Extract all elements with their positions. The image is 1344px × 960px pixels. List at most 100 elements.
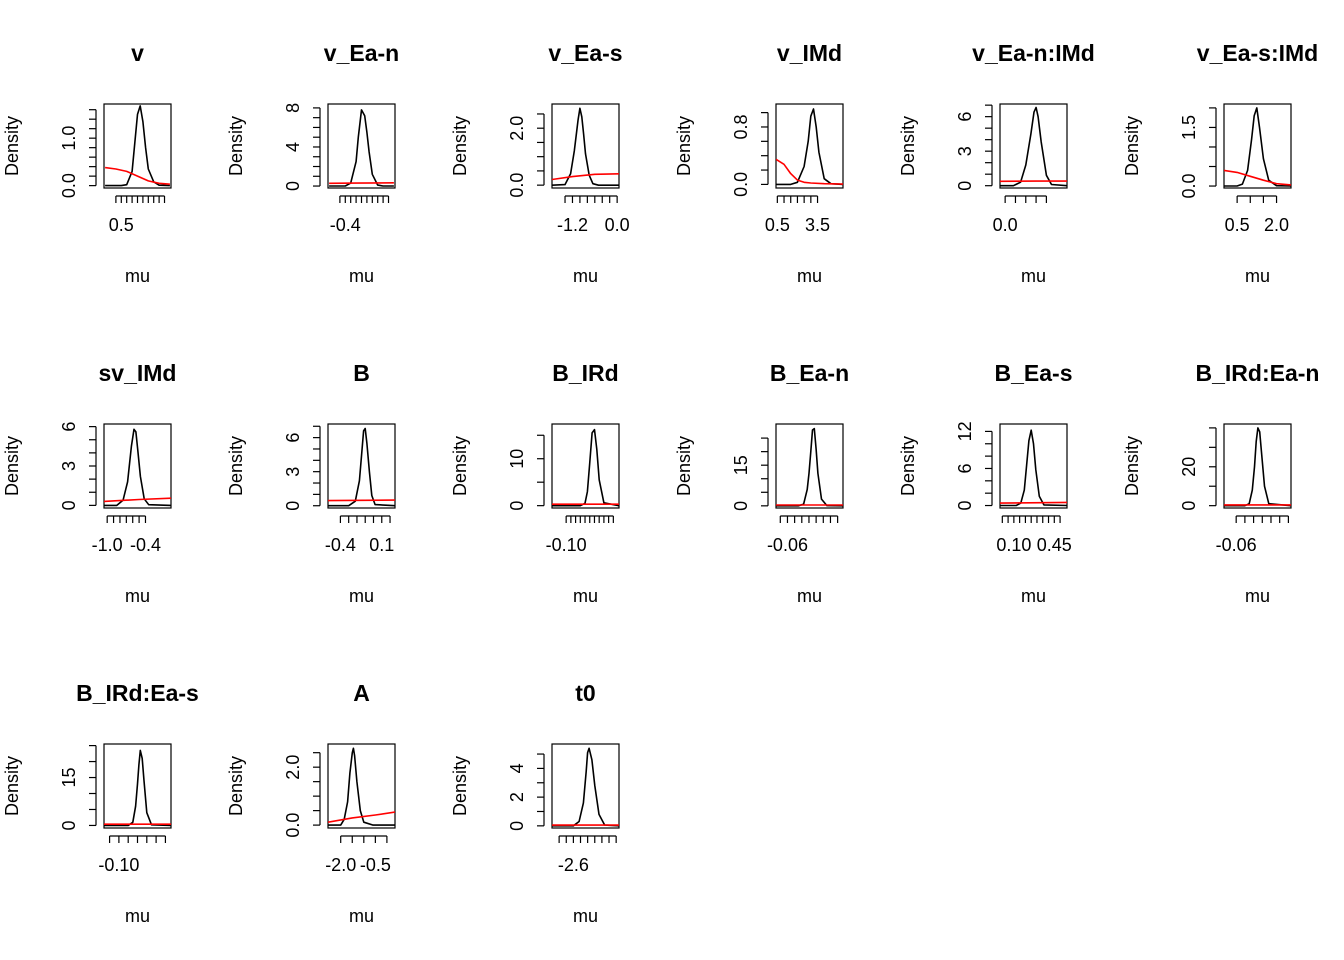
x-tick-label: -0.5: [360, 855, 391, 875]
x-axis-label: mu: [797, 586, 822, 606]
y-tick-label: 0: [955, 501, 975, 511]
plot-frame: [551, 743, 620, 829]
plot-frame: [1223, 103, 1292, 189]
y-tick-label: 4: [507, 763, 527, 773]
y-axis-label: Density: [898, 436, 918, 496]
panel-13: A -2.0 -0.5 0.0 2.0 mu Density: [226, 680, 396, 926]
panel-2: v_Ea-s -1.2 0.0 0.0 2.0 mu Density: [450, 40, 630, 286]
prior-density-line: [104, 497, 171, 503]
y-axis-label: Density: [2, 436, 22, 496]
plot-frame: [999, 423, 1068, 509]
x-tick-label: -0.10: [546, 535, 587, 555]
y-tick-label: 6: [59, 422, 79, 432]
panel-4: v_Ea-n:IMd 0.0 0 3 6 mu Density: [898, 40, 1095, 286]
panel-title: v: [131, 40, 144, 66]
x-axis-label: mu: [125, 586, 150, 606]
x-tick-label: -2.6: [558, 855, 589, 875]
x-axis-label: mu: [349, 906, 374, 926]
plot-frame: [103, 743, 172, 829]
y-tick-label: 6: [955, 112, 975, 122]
y-tick-label: 15: [731, 455, 751, 475]
y-axis-label: Density: [898, 116, 918, 176]
prior-density-line: [1000, 501, 1067, 504]
x-tick-label: 0.5: [765, 215, 790, 235]
y-tick-label: 0.0: [1179, 174, 1199, 199]
panel-10: B_Ea-s 0.10 0.45 0 6 12 mu Density: [898, 360, 1072, 606]
x-tick-label: 2.0: [1264, 215, 1289, 235]
y-tick-label: 20: [1179, 457, 1199, 477]
x-axis-label: mu: [1245, 586, 1270, 606]
panel-title: v_Ea-n:IMd: [972, 40, 1095, 66]
posterior-density-line: [552, 107, 619, 186]
y-axis-label: Density: [226, 436, 246, 496]
plot-frame: [1223, 423, 1292, 509]
panel-14: t0 -2.6 0 2 4 mu Density: [450, 680, 620, 926]
panel-title: sv_IMd: [99, 360, 177, 386]
y-tick-label: 0.0: [731, 172, 751, 197]
y-tick-label: 0: [283, 501, 303, 511]
prior-density-line: [552, 173, 619, 181]
plot-frame: [327, 103, 396, 189]
y-tick-label: 3: [59, 461, 79, 471]
plot-frame: [551, 103, 620, 189]
x-axis-label: mu: [573, 266, 598, 286]
plot-frame: [103, 103, 172, 189]
x-tick-label: -2.0: [325, 855, 356, 875]
panel-title: v_IMd: [777, 40, 842, 66]
prior-density-line: [776, 158, 843, 185]
panel-title: v_Ea-s: [548, 40, 622, 66]
x-tick-label: 0.5: [109, 215, 134, 235]
prior-density-line: [329, 182, 394, 185]
y-tick-label: 0: [1179, 501, 1199, 511]
y-tick-label: 0.0: [507, 173, 527, 198]
plot-frame: [103, 423, 172, 509]
panel-title: v_Ea-s:IMd: [1197, 40, 1318, 66]
x-tick-label: -0.4: [325, 535, 356, 555]
posterior-density-line: [1000, 429, 1067, 507]
y-tick-label: 6: [955, 463, 975, 473]
panel-title: v_Ea-n: [324, 40, 399, 66]
x-tick-label: 0.1: [369, 535, 394, 555]
panel-title: t0: [575, 680, 595, 706]
y-axis-label: Density: [450, 116, 470, 176]
panel-8: B_IRd -0.10 0 10 mu Density: [450, 360, 620, 606]
x-tick-label: 0.10: [996, 535, 1031, 555]
y-tick-label: 3: [283, 467, 303, 477]
x-axis-label: mu: [1021, 266, 1046, 286]
y-axis-label: Density: [450, 756, 470, 816]
posterior-density-line: [105, 105, 170, 187]
panel-3: v_IMd 0.5 3.5 0.0 0.8 mu Density: [674, 40, 844, 286]
posterior-density-line: [104, 749, 171, 827]
prior-density-line: [328, 811, 395, 823]
x-axis-label: mu: [125, 906, 150, 926]
plot-frame: [775, 103, 844, 189]
y-tick-label: 2: [507, 792, 527, 802]
x-axis-label: mu: [125, 266, 150, 286]
x-tick-label: 0.45: [1037, 535, 1072, 555]
y-tick-label: 1.5: [1179, 115, 1199, 140]
x-axis-label: mu: [573, 906, 598, 926]
y-axis-label: Density: [674, 436, 694, 496]
plot-frame: [327, 743, 396, 829]
y-axis-label: Density: [2, 116, 22, 176]
y-tick-label: 0: [507, 821, 527, 831]
panel-0: v 0.5 0.0 1.0 mu Density: [2, 40, 172, 286]
posterior-density-line: [776, 108, 843, 186]
y-tick-label: 2.0: [283, 755, 303, 780]
plot-frame: [775, 423, 844, 509]
y-tick-label: 0.8: [731, 114, 751, 139]
x-axis-label: mu: [797, 266, 822, 286]
x-tick-label: -1.2: [557, 215, 588, 235]
panel-title: B_IRd: [552, 360, 618, 386]
y-tick-label: 12: [955, 421, 975, 441]
panel-title: B_IRd:Ea-s: [76, 680, 199, 706]
prior-density-line: [1224, 169, 1291, 186]
posterior-density-line: [552, 428, 619, 507]
x-tick-label: -0.4: [330, 215, 361, 235]
y-axis-label: Density: [1122, 436, 1142, 496]
panel-title: A: [353, 680, 370, 706]
posterior-density-line: [1000, 106, 1067, 187]
y-tick-label: 0: [955, 181, 975, 191]
panel-12: B_IRd:Ea-s -0.10 0 15 mu Density: [2, 680, 199, 926]
